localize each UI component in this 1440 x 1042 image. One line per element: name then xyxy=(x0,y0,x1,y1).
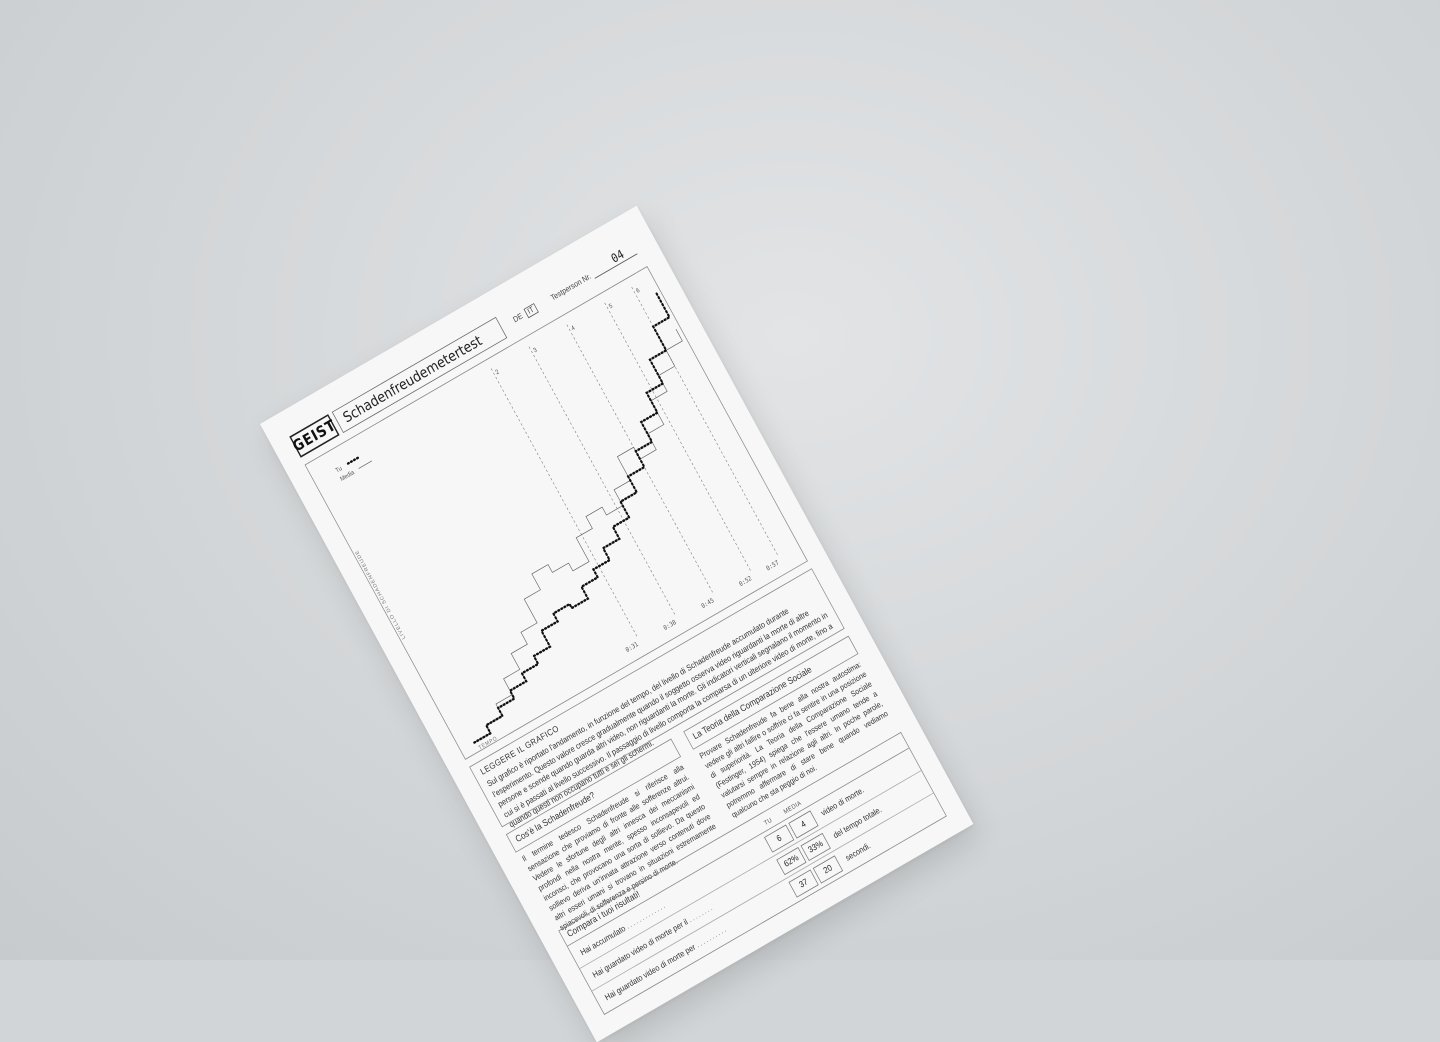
level-time-label: 0:57 xyxy=(765,559,781,572)
level-marker-line xyxy=(631,286,779,556)
lang-de: DE xyxy=(511,311,525,325)
result-suffix: secondi. xyxy=(843,840,873,864)
level-number-label: 6 xyxy=(635,287,641,294)
testperson-label: Testperson Nr. xyxy=(549,272,593,303)
series-line-media xyxy=(474,328,683,743)
legend-label-tu: Tu xyxy=(335,466,344,475)
level-number-label: 2 xyxy=(495,369,501,376)
level-number-label: 4 xyxy=(570,325,576,332)
schadenfreude-chart: 2 0:31 3 0:38 4 0:45 5 0:52 6 0:57 Tu Media TEMPO LI… xyxy=(304,266,808,760)
level-marker-line xyxy=(604,302,752,572)
result-dots: .......... xyxy=(694,924,729,950)
result-media: 20 xyxy=(812,855,844,884)
result-tu: 37 xyxy=(788,869,819,898)
level-time-label: 0:45 xyxy=(700,597,716,610)
level-marker-line xyxy=(490,368,638,638)
level-marker-line xyxy=(566,324,714,594)
series-line-tu xyxy=(473,292,671,744)
language-selector: DE IT xyxy=(511,303,539,325)
level-time-label: 0:31 xyxy=(624,641,640,654)
level-number-label: 3 xyxy=(533,347,539,354)
level-number-label: 5 xyxy=(608,303,614,310)
legend-swatch-tu xyxy=(346,455,362,465)
level-time-label: 0:52 xyxy=(738,575,754,588)
legend-swatch-media xyxy=(358,460,373,469)
level-marker-line xyxy=(528,346,676,616)
level-time-label: 0:38 xyxy=(662,619,678,632)
test-sheet: GEIST Schadenfreudemetertest DE IT Testp… xyxy=(260,205,974,1042)
lang-it: IT xyxy=(523,303,539,319)
testperson-number: 04 xyxy=(587,240,638,279)
